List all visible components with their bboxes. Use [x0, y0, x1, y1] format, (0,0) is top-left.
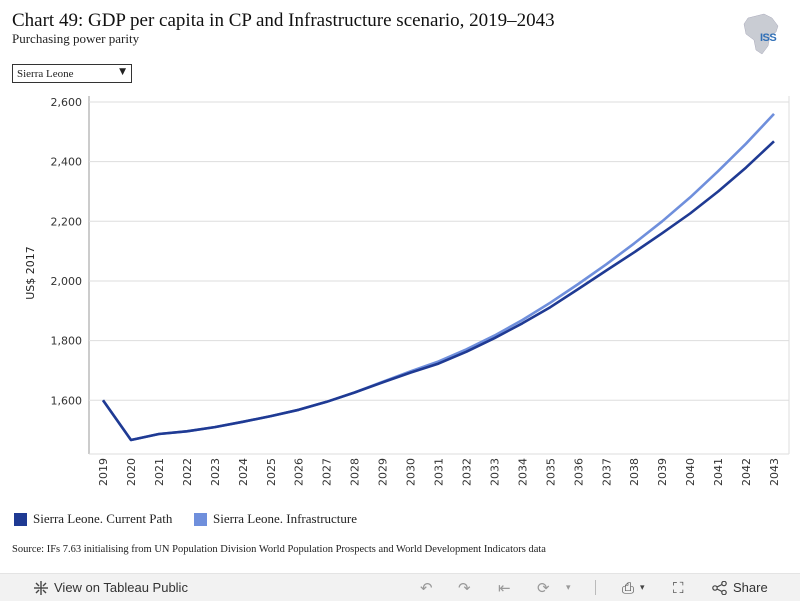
x-tick-label: 2021 [153, 458, 166, 486]
x-tick-label: 2038 [628, 458, 641, 486]
africa-map-icon [743, 13, 779, 55]
x-tick-label: 2036 [572, 458, 585, 486]
redo-icon[interactable]: ↷ [458, 579, 471, 597]
y-tick-label: 2,000 [51, 275, 83, 288]
x-tick-label: 2025 [265, 458, 278, 486]
legend-item-infrastructure[interactable]: Sierra Leone. Infrastructure [194, 510, 357, 528]
x-tick-label: 2022 [181, 458, 194, 486]
x-tick-label: 2034 [516, 458, 529, 486]
refresh-icon[interactable]: ⟳ [537, 579, 550, 597]
share-button[interactable]: Share [712, 580, 768, 595]
series-lines [101, 113, 775, 442]
x-tick-label: 2035 [544, 458, 557, 486]
x-tick-label: 2041 [712, 458, 725, 486]
logo-text: ISS [760, 32, 777, 44]
y-tick-label: 2,200 [51, 215, 83, 228]
x-tick-label: 2023 [209, 458, 222, 486]
view-on-tableau-button[interactable]: View on Tableau Public [34, 580, 188, 595]
x-tick-label: 2039 [656, 458, 669, 486]
x-tick-label: 2020 [125, 458, 138, 486]
y-tick-label: 1,600 [51, 394, 83, 407]
legend-label-current-path: Sierra Leone. Current Path [33, 511, 173, 526]
x-tick-label: 2037 [600, 458, 613, 486]
refresh-menu-chevron-icon[interactable]: ▾ [566, 583, 571, 593]
x-tick-label: 2042 [740, 458, 753, 486]
iss-africa-logo: ISS [738, 10, 800, 56]
x-tick-label: 2019 [97, 458, 110, 486]
series-line-sierra-leone-infrastructure [101, 113, 775, 442]
dropdown-selected-value: Sierra Leone [17, 68, 74, 80]
share-icon [712, 580, 727, 595]
x-axis-ticks: 2019 2020 2021 2022 2023 2024 2025 2026 2027 2028… [97, 458, 781, 486]
tableau-logo-icon [34, 580, 48, 595]
y-tick-label: 1,800 [51, 335, 83, 348]
y-tick-label: 2,600 [51, 96, 83, 109]
legend-label-infrastructure: Sierra Leone. Infrastructure [213, 511, 358, 526]
x-tick-label: 2028 [349, 458, 362, 486]
x-tick-label: 2030 [405, 458, 418, 486]
x-tick-label: 2031 [433, 458, 446, 486]
y-axis-ticks: 1,600 1,800 2,000 2,200 2,400 2,600 [51, 96, 83, 407]
series-line-sierra-leone-current-path [101, 140, 775, 442]
x-tick-label: 2032 [460, 458, 473, 486]
dropdown-arrow-icon: ▼ [119, 67, 126, 77]
fullscreen-icon[interactable]: ⛶ [673, 579, 684, 597]
legend-item-current-path[interactable]: Sierra Leone. Current Path [14, 510, 172, 528]
legend-swatch-infrastructure [194, 512, 207, 526]
x-tick-label: 2043 [768, 458, 781, 486]
legend-swatch-current-path [14, 512, 27, 526]
toolbar-divider [595, 580, 596, 595]
x-tick-label: 2026 [293, 458, 306, 486]
x-tick-label: 2024 [237, 458, 250, 486]
download-menu-chevron-icon[interactable]: ▾ [640, 583, 645, 593]
x-tick-label: 2033 [488, 458, 501, 486]
y-tick-label: 2,400 [51, 156, 83, 169]
share-label: Share [733, 580, 768, 595]
grid-lines [88, 96, 790, 455]
chart-title: Chart 49: GDP per capita in CP and Infra… [12, 10, 555, 31]
source-note: Source: IFs 7.63 initialising from UN Po… [12, 544, 546, 555]
y-axis-label: US$ 2017 [24, 246, 37, 300]
tableau-toolbar: View on Tableau Public ↶ ↷ ⇤ ⟳ ▾ ⎙ ▾ ⛶ S… [0, 573, 800, 601]
x-tick-label: 2040 [684, 458, 697, 486]
x-tick-label: 2027 [321, 458, 334, 486]
undo-icon[interactable]: ↶ [420, 579, 433, 597]
view-on-tableau-label: View on Tableau Public [54, 580, 188, 595]
x-tick-label: 2029 [377, 458, 390, 486]
revert-icon[interactable]: ⇤ [498, 579, 511, 597]
chart-subtitle: Purchasing power parity [12, 31, 140, 46]
download-icon[interactable]: ⎙ [622, 579, 635, 597]
country-dropdown[interactable]: Sierra Leone ▼ [12, 64, 132, 83]
